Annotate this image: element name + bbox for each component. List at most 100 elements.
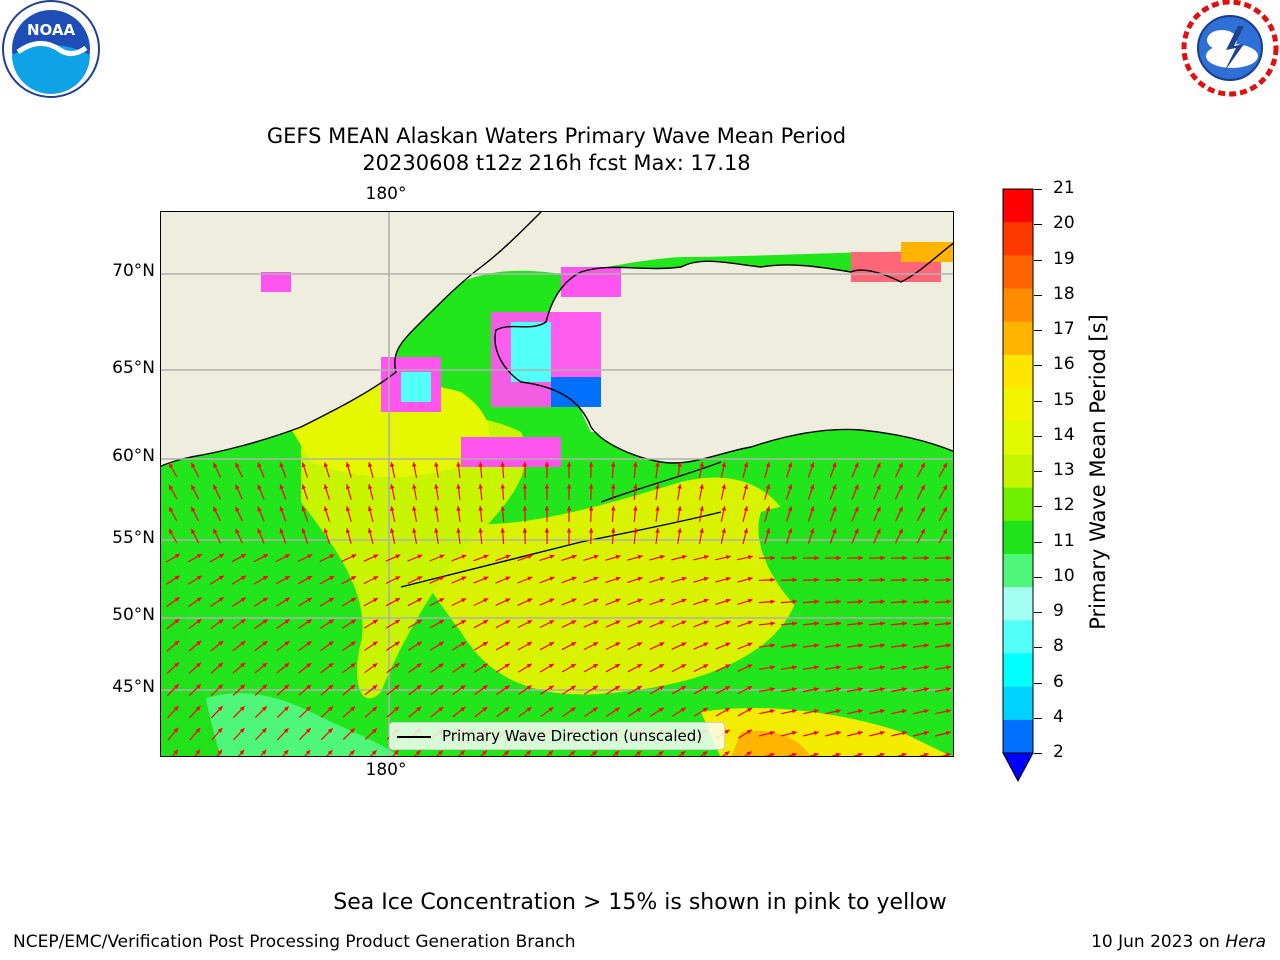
colorbar-tick-mark bbox=[1034, 471, 1042, 472]
colorbar-tick-label: 18 bbox=[1053, 283, 1075, 304]
wave-arrow-head bbox=[257, 528, 262, 534]
wave-arrow-head bbox=[725, 576, 731, 582]
wave-arrow-head bbox=[235, 484, 240, 490]
wave-arrow-head bbox=[522, 528, 528, 533]
wave-arrow-head bbox=[588, 528, 594, 533]
wave-arrow-head bbox=[680, 707, 686, 713]
wave-arrow-head bbox=[946, 555, 951, 561]
colorbar-swatch bbox=[1003, 454, 1033, 489]
wave-arrow-head bbox=[814, 709, 819, 714]
wave-arrow-head bbox=[439, 620, 444, 625]
wave-arrow-head bbox=[942, 529, 947, 534]
footer-date: 10 Jun 2023 on Hera bbox=[1091, 932, 1266, 952]
wave-arrow-head bbox=[350, 728, 355, 734]
wave-arrow-head bbox=[328, 619, 334, 624]
wave-arrow-head bbox=[372, 641, 378, 646]
wave-arrow-head bbox=[765, 506, 771, 512]
wave-arrow-head bbox=[637, 664, 643, 669]
wave-arrow-head bbox=[655, 506, 660, 511]
wave-arrow-head bbox=[482, 750, 487, 756]
wave-arrow-head bbox=[923, 730, 929, 736]
wave-arrow-head bbox=[858, 599, 863, 604]
wave-arrow-head bbox=[725, 642, 731, 647]
wave-arrow-head bbox=[395, 554, 401, 559]
wave-arrow-head bbox=[438, 707, 444, 712]
wave-arrow-head bbox=[284, 619, 290, 624]
wave-arrow-head bbox=[261, 706, 267, 712]
wave-arrow-head bbox=[659, 642, 665, 647]
colorbar-extend-arrow bbox=[1002, 752, 1034, 783]
wave-arrow-head bbox=[858, 687, 863, 692]
lon-label-bottom: 180° bbox=[365, 760, 407, 780]
wave-arrow-head bbox=[945, 730, 951, 736]
wave-arrow-head bbox=[901, 752, 907, 756]
wave-arrow-head bbox=[240, 619, 246, 624]
colorbar-border bbox=[1002, 188, 1034, 754]
wave-arrow-head bbox=[217, 749, 223, 755]
wave-arrow-head bbox=[174, 597, 180, 602]
wave-arrow-head bbox=[213, 484, 218, 490]
wave-arrow-head bbox=[345, 484, 351, 490]
wave-arrow-head bbox=[879, 752, 885, 756]
wave-arrow-head bbox=[566, 506, 572, 511]
wave-arrow-head bbox=[854, 528, 859, 534]
wave-arrow-head bbox=[836, 599, 841, 604]
wave-arrow-head bbox=[792, 643, 797, 648]
wave-arrow-head bbox=[196, 684, 201, 690]
wave-arrow-head bbox=[677, 506, 682, 511]
wave-arrow-head bbox=[658, 751, 664, 756]
wave-arrow-head bbox=[721, 484, 726, 489]
colorbar-swatch bbox=[1003, 686, 1033, 721]
wave-arrow-head bbox=[323, 462, 329, 468]
wave-arrow-head bbox=[461, 598, 467, 603]
wave-arrow-head bbox=[636, 751, 642, 756]
colorbar-swatch bbox=[1003, 388, 1033, 422]
wave-arrow-head bbox=[261, 749, 267, 755]
wave-arrow-head bbox=[810, 528, 815, 534]
wave-arrow-head bbox=[394, 706, 400, 712]
wave-arrow-head bbox=[323, 528, 329, 534]
wave-arrow-head bbox=[570, 707, 576, 712]
wave-arrow-head bbox=[482, 707, 488, 712]
colorbar-swatch bbox=[1003, 719, 1033, 754]
wave-arrow-head bbox=[942, 507, 947, 512]
wave-arrow-head bbox=[681, 576, 687, 582]
wave-arrow-head bbox=[350, 663, 356, 668]
wave-arrow-head bbox=[835, 730, 841, 736]
wave-arrow-head bbox=[195, 728, 201, 733]
wave-arrow-head bbox=[814, 577, 819, 583]
wave-arrow-head bbox=[724, 708, 730, 713]
colorbar-tick-mark bbox=[1034, 330, 1042, 331]
wave-arrow-head bbox=[505, 576, 511, 581]
wave-arrow-head bbox=[174, 619, 180, 624]
wave-arrow-head bbox=[505, 554, 511, 559]
wave-arrow-head bbox=[500, 506, 505, 511]
wave-arrow-head bbox=[787, 462, 793, 468]
wave-arrow-head bbox=[593, 576, 599, 581]
wave-arrow-head bbox=[792, 555, 797, 561]
wave-arrow-head bbox=[769, 730, 775, 736]
wave-arrow-head bbox=[832, 462, 837, 468]
wave-arrow-head bbox=[858, 643, 863, 648]
wave-arrow-head bbox=[588, 462, 594, 467]
wave-arrow-head bbox=[743, 528, 749, 534]
wave-arrow-head bbox=[681, 554, 687, 560]
wave-arrow-head bbox=[810, 506, 815, 512]
wave-arrow-head bbox=[836, 643, 841, 648]
wave-arrow-head bbox=[548, 685, 554, 690]
wave-arrow-head bbox=[196, 597, 202, 602]
colorbar-tick-mark bbox=[1034, 682, 1042, 684]
wave-arrow-head bbox=[902, 709, 907, 714]
wave-arrow-head bbox=[328, 663, 334, 668]
wave-arrow-head bbox=[814, 665, 819, 670]
wave-arrow-head bbox=[854, 506, 859, 512]
wave-arrow-head bbox=[920, 506, 925, 512]
wave-arrow-head bbox=[483, 598, 489, 603]
wave-arrow-head bbox=[791, 730, 797, 736]
wave-arrow-head bbox=[217, 706, 223, 711]
wave-arrow-head bbox=[526, 750, 531, 756]
wave-arrow-head bbox=[279, 506, 284, 512]
wave-arrow-head bbox=[395, 576, 401, 581]
wave-arrow-head bbox=[544, 506, 550, 511]
wave-arrow-head bbox=[478, 506, 483, 511]
